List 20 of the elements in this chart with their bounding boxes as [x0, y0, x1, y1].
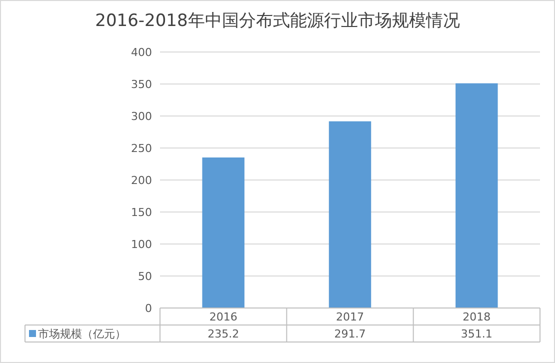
y-tick-label: 400 [131, 46, 152, 59]
y-tick-label: 150 [131, 206, 152, 219]
x-tick-label: 2018 [462, 310, 491, 324]
y-tick-label: 350 [131, 78, 152, 91]
legend-label: 市场规模（亿元） [38, 327, 126, 340]
x-tick-label: 2016 [209, 310, 238, 324]
y-tick-label: 250 [131, 142, 152, 155]
data-label: 291.7 [334, 327, 366, 340]
x-tick-label: 2017 [336, 310, 364, 324]
y-tick-label: 100 [131, 238, 152, 251]
chart-title: 2016-2018年中国分布式能源行业市场规模情况 [95, 11, 460, 31]
y-tick-label: 0 [145, 302, 152, 315]
y-tick-label: 50 [138, 270, 152, 283]
bar [328, 121, 372, 308]
y-tick-label: 200 [131, 174, 152, 187]
bar [202, 157, 244, 308]
data-label: 235.2 [208, 327, 240, 340]
data-label: 351.1 [460, 327, 492, 340]
bar [456, 83, 498, 308]
y-tick-label: 300 [131, 110, 152, 123]
